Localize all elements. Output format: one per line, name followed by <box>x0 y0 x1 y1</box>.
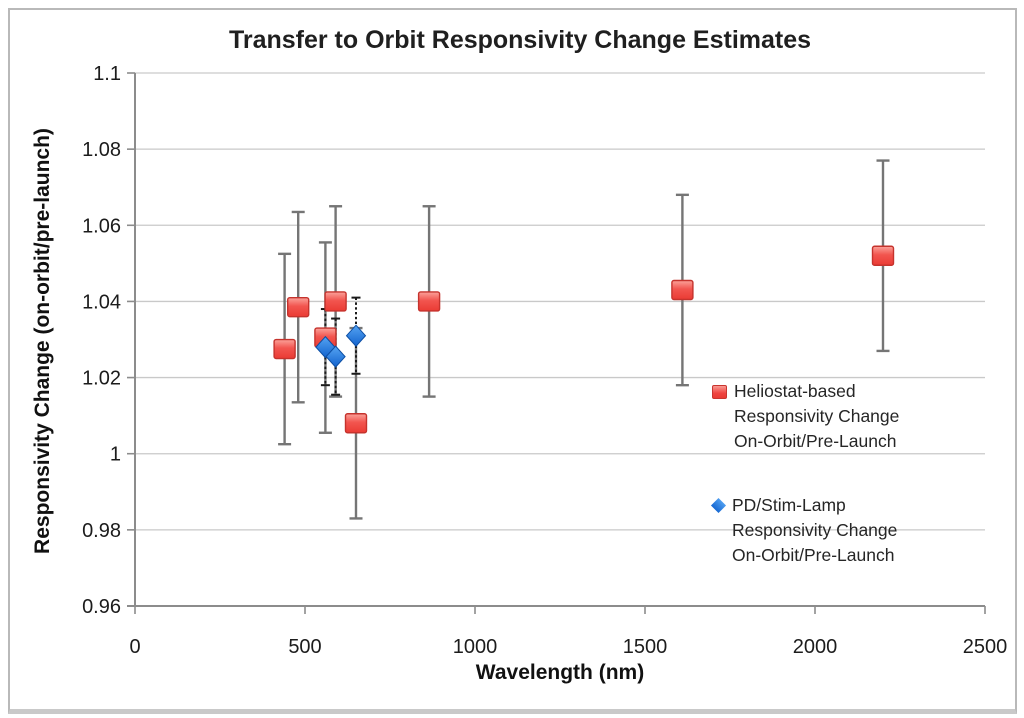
data-point-pdstim <box>325 345 346 368</box>
data-point-heliostat <box>287 296 310 318</box>
legend-blue-diamond-icon <box>710 497 727 514</box>
y-tick-label: 0.96 <box>82 596 121 618</box>
data-point-heliostat <box>324 291 347 312</box>
legend-label-pdstim: PD/Stim-Lamp Responsivity Change On-Orbi… <box>732 495 898 565</box>
tick-labels: 1.1 1.08 1.06 1.04 1.02 1 0.98 0.96 0 500 1000 1500… <box>82 63 1007 658</box>
y-tick-label: 1.1 <box>93 63 121 85</box>
y-tick-label: 1.08 <box>82 139 121 161</box>
y-tick-label: 1.02 <box>82 368 121 390</box>
x-tick-label: 0 <box>129 636 140 658</box>
x-axis-title: Wavelength (nm) <box>475 661 645 684</box>
data-point-heliostat <box>344 413 368 434</box>
data-point-heliostat <box>671 279 694 301</box>
data-point-heliostat <box>273 338 296 360</box>
x-tick-label: 1000 <box>453 636 498 658</box>
chart-title: Transfer to Orbit Responsivity Change Es… <box>228 26 812 54</box>
x-tick-label: 2500 <box>963 636 1008 658</box>
data-point-heliostat <box>871 245 895 266</box>
y-tick-label: 1.04 <box>82 291 121 313</box>
legend-label-heliostat: Heliostat-based Responsivity Change On-O… <box>734 381 900 451</box>
x-tick-label: 500 <box>288 636 321 658</box>
gridlines <box>135 72 985 607</box>
y-tick-label: 0.98 <box>82 520 121 542</box>
error-bars <box>278 159 890 520</box>
data-point-pdstim <box>345 324 367 347</box>
data-point-heliostat <box>417 291 441 312</box>
x-tick-label: 2000 <box>793 636 838 658</box>
y-tick-label: 1 <box>110 444 121 466</box>
legend-red-square-icon <box>712 385 727 399</box>
legend-entry-heliostat: Heliostat-based Responsivity Change On-O… <box>712 379 944 454</box>
x-tick-label: 1500 <box>623 636 668 658</box>
data-markers <box>273 245 895 434</box>
legend-entry-pdstim: PD/Stim-Lamp Responsivity Change On-Orbi… <box>710 493 942 568</box>
y-tick-label: 1.06 <box>82 215 121 237</box>
axes <box>127 72 986 614</box>
